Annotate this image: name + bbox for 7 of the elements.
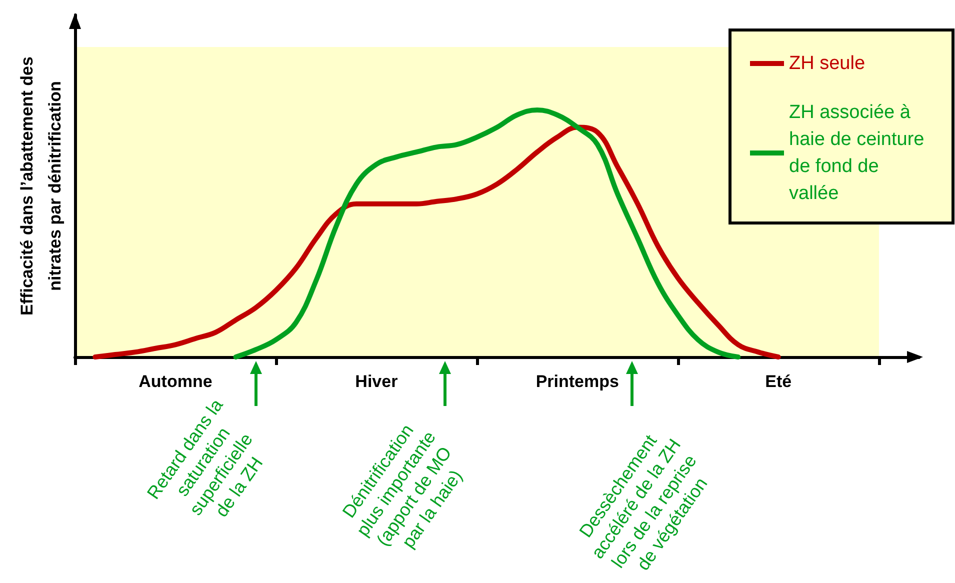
legend-label: ZH seule — [789, 53, 866, 74]
x-tick-label: Automne — [138, 372, 212, 391]
x-tick-label: Hiver — [355, 372, 398, 391]
y-axis-title: Efficacité dans l’abattement des nitrates par dénitrification — [18, 56, 64, 316]
x-tick-label: Printemps — [536, 372, 619, 391]
legend-label: ZH associée à haie de ceinture de fond de vallée — [789, 102, 930, 204]
x-tick-label: Eté — [765, 372, 792, 391]
